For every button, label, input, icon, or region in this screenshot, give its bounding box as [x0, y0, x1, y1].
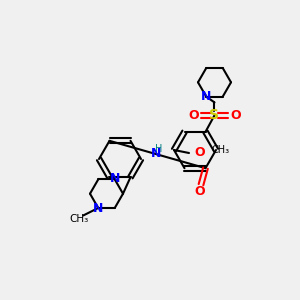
Text: O: O [230, 109, 241, 122]
Text: N: N [110, 172, 121, 185]
Text: N: N [92, 202, 103, 215]
Text: O: O [194, 146, 205, 160]
Text: CH₃: CH₃ [69, 214, 88, 224]
Text: N: N [201, 90, 211, 103]
Text: O: O [188, 109, 199, 122]
Text: H: H [155, 144, 163, 154]
Text: CH₃: CH₃ [212, 145, 230, 155]
Text: S: S [209, 108, 220, 122]
Text: N: N [151, 146, 161, 160]
Text: O: O [194, 185, 205, 198]
